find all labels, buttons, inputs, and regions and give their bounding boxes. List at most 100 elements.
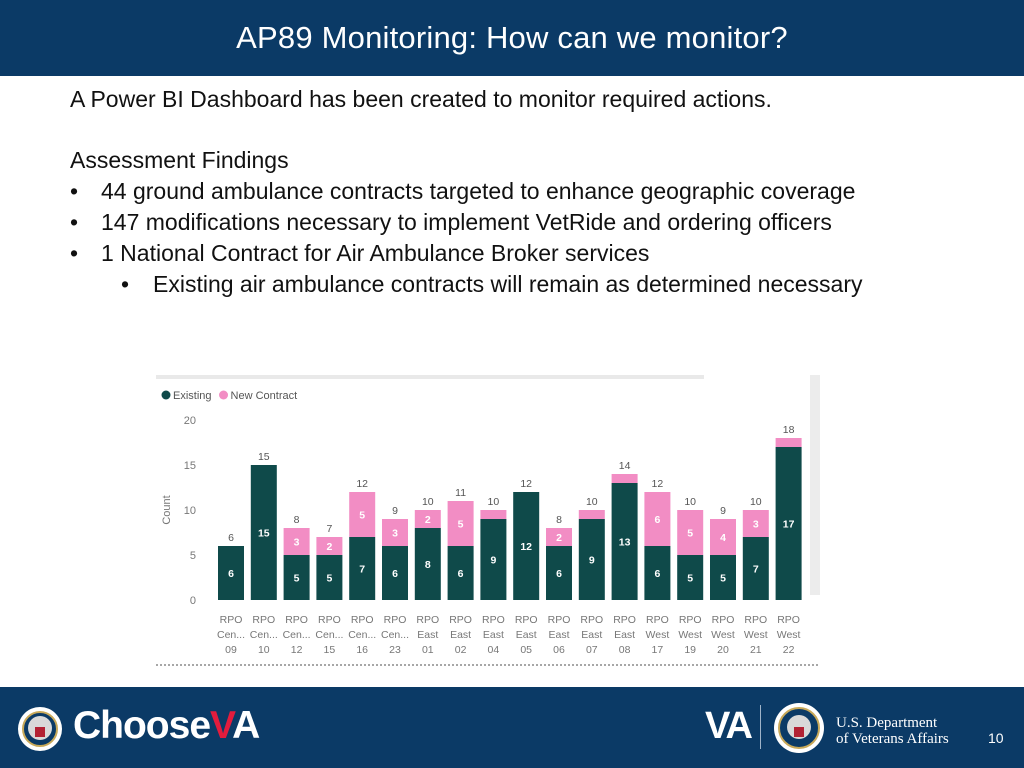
x-tick-label: 17 [652, 644, 664, 656]
department-line-2: of Veterans Affairs [836, 731, 949, 747]
bar-total-label: 10 [488, 496, 500, 508]
x-tick-label: West [646, 629, 670, 641]
bullet-icon: • [70, 209, 79, 235]
bar-new-contract [611, 474, 638, 483]
y-axis: 0 5 10 15 20 Count [161, 415, 196, 607]
bar-new-contract [283, 528, 310, 555]
y-axis-title: Count [161, 495, 173, 524]
stacked-bar-chart: Existing New Contract 0 5 10 15 20 Count 6 6 15 1… [156, 375, 820, 668]
y-tick-label: 0 [190, 595, 196, 607]
bar-existing [677, 555, 704, 600]
bar-value-label: 5 [458, 519, 464, 531]
x-tick-label: East [614, 629, 635, 641]
bar-value-label: 3 [753, 519, 759, 531]
x-tick-label: East [417, 629, 438, 641]
choose-word: Choose [73, 704, 211, 747]
x-tick-label: 09 [225, 644, 237, 656]
bullet-item: • 44 ground ambulance contracts targeted … [70, 176, 970, 207]
bar-value-label: 5 [359, 510, 365, 522]
bar-new-contract [644, 492, 671, 546]
bar-value-label: 9 [589, 555, 595, 567]
bar-existing [480, 519, 507, 600]
legend-swatch-icon [161, 390, 171, 400]
section-heading: Assessment Findings [70, 147, 289, 173]
y-tick-label: 15 [184, 460, 196, 472]
x-tick-label: 20 [717, 644, 729, 656]
bar-total-label: 9 [392, 505, 398, 517]
bar-value-label: 4 [720, 532, 726, 544]
bar-value-label: 7 [753, 564, 759, 576]
bar-new-contract [578, 510, 605, 519]
bar-value-label: 6 [654, 568, 660, 580]
bullet-icon: • [70, 178, 79, 204]
bar-existing [611, 483, 638, 600]
x-tick-label: West [744, 629, 768, 641]
bar-value-label: 5 [687, 528, 693, 540]
bar-value-label: 6 [556, 568, 562, 580]
bar-existing [644, 546, 671, 600]
bar-value-label: 2 [425, 514, 431, 526]
bar-existing [414, 528, 441, 600]
bar-new-contract [382, 519, 408, 546]
bar-total-label: 8 [556, 514, 562, 526]
x-tick-label: Cen... [381, 629, 409, 641]
y-tick-label: 20 [184, 415, 196, 427]
bar-value-label: 12 [520, 541, 532, 553]
x-tick-label: RPO [777, 614, 800, 626]
choose-va-v: V [210, 704, 233, 747]
x-tick-label: Cen... [315, 629, 343, 641]
bar-new-contract [677, 510, 704, 555]
bar-total-label: 18 [783, 424, 795, 436]
va-seal-icon [18, 707, 62, 751]
x-tick-label: 16 [356, 644, 368, 656]
bar-value-label: 7 [359, 564, 365, 576]
bar-existing [250, 465, 277, 600]
bar-value-label: 6 [228, 568, 234, 580]
legend-label: Existing [173, 390, 212, 402]
x-tick-label: RPO [285, 614, 308, 626]
bar-value-label: 17 [783, 519, 795, 531]
bar-existing [316, 555, 343, 600]
bar-total-label: 9 [720, 505, 726, 517]
bar-new-contract [447, 501, 474, 546]
bar-value-label: 5 [687, 573, 693, 585]
bar-total-label: 10 [684, 496, 696, 508]
x-axis: RPO Cen... 09 RPO Cen... 10 RPO Cen... 12 RPO Cen.… [217, 614, 801, 656]
x-tick-label: RPO [712, 614, 735, 626]
chart-top-shadow [156, 375, 704, 379]
sub-bullet-item: • Existing air ambulance contracts will r… [70, 269, 970, 300]
bar-existing [546, 546, 572, 600]
bar-value-label: 5 [720, 573, 726, 585]
x-tick-label: 23 [389, 644, 401, 656]
bar-existing [382, 546, 408, 600]
bullet-item: • 1 National Contract for Air Ambulance B… [70, 238, 970, 269]
bar-total-label: 7 [326, 523, 332, 535]
va-dept-seal-icon [774, 703, 824, 753]
x-tick-label: 15 [324, 644, 336, 656]
x-tick-label: 21 [750, 644, 762, 656]
bar-new-contract [316, 537, 343, 555]
slide-title-bar: AP89 Monitoring: How can we monitor? [0, 0, 1024, 76]
sub-bullet-text: Existing air ambulance contracts will re… [153, 271, 863, 297]
legend-label: New Contract [231, 390, 298, 402]
bar-total-label: 12 [520, 478, 532, 490]
x-tick-label: 06 [553, 644, 565, 656]
va-logo: VA [705, 705, 753, 747]
bullet-text: 1 National Contract for Air Ambulance Br… [101, 240, 650, 266]
bar-new-contract [414, 510, 441, 528]
x-tick-label: RPO [613, 614, 636, 626]
chart-svg: Existing New Contract 0 5 10 15 20 Count 6 6 15 1… [156, 375, 820, 668]
bullet-icon: • [121, 271, 130, 297]
x-tick-label: RPO [744, 614, 767, 626]
x-tick-label: 19 [684, 644, 696, 656]
bar-existing [578, 519, 605, 600]
x-tick-label: Cen... [250, 629, 278, 641]
x-tick-label: East [483, 629, 504, 641]
bar-total-label: 11 [455, 487, 466, 499]
x-tick-label: 22 [783, 644, 795, 656]
x-tick-label: 07 [586, 644, 598, 656]
spacer [70, 115, 970, 145]
bar-value-label: 3 [294, 537, 300, 549]
bar-value-label: 8 [425, 559, 431, 571]
x-tick-label: RPO [318, 614, 341, 626]
